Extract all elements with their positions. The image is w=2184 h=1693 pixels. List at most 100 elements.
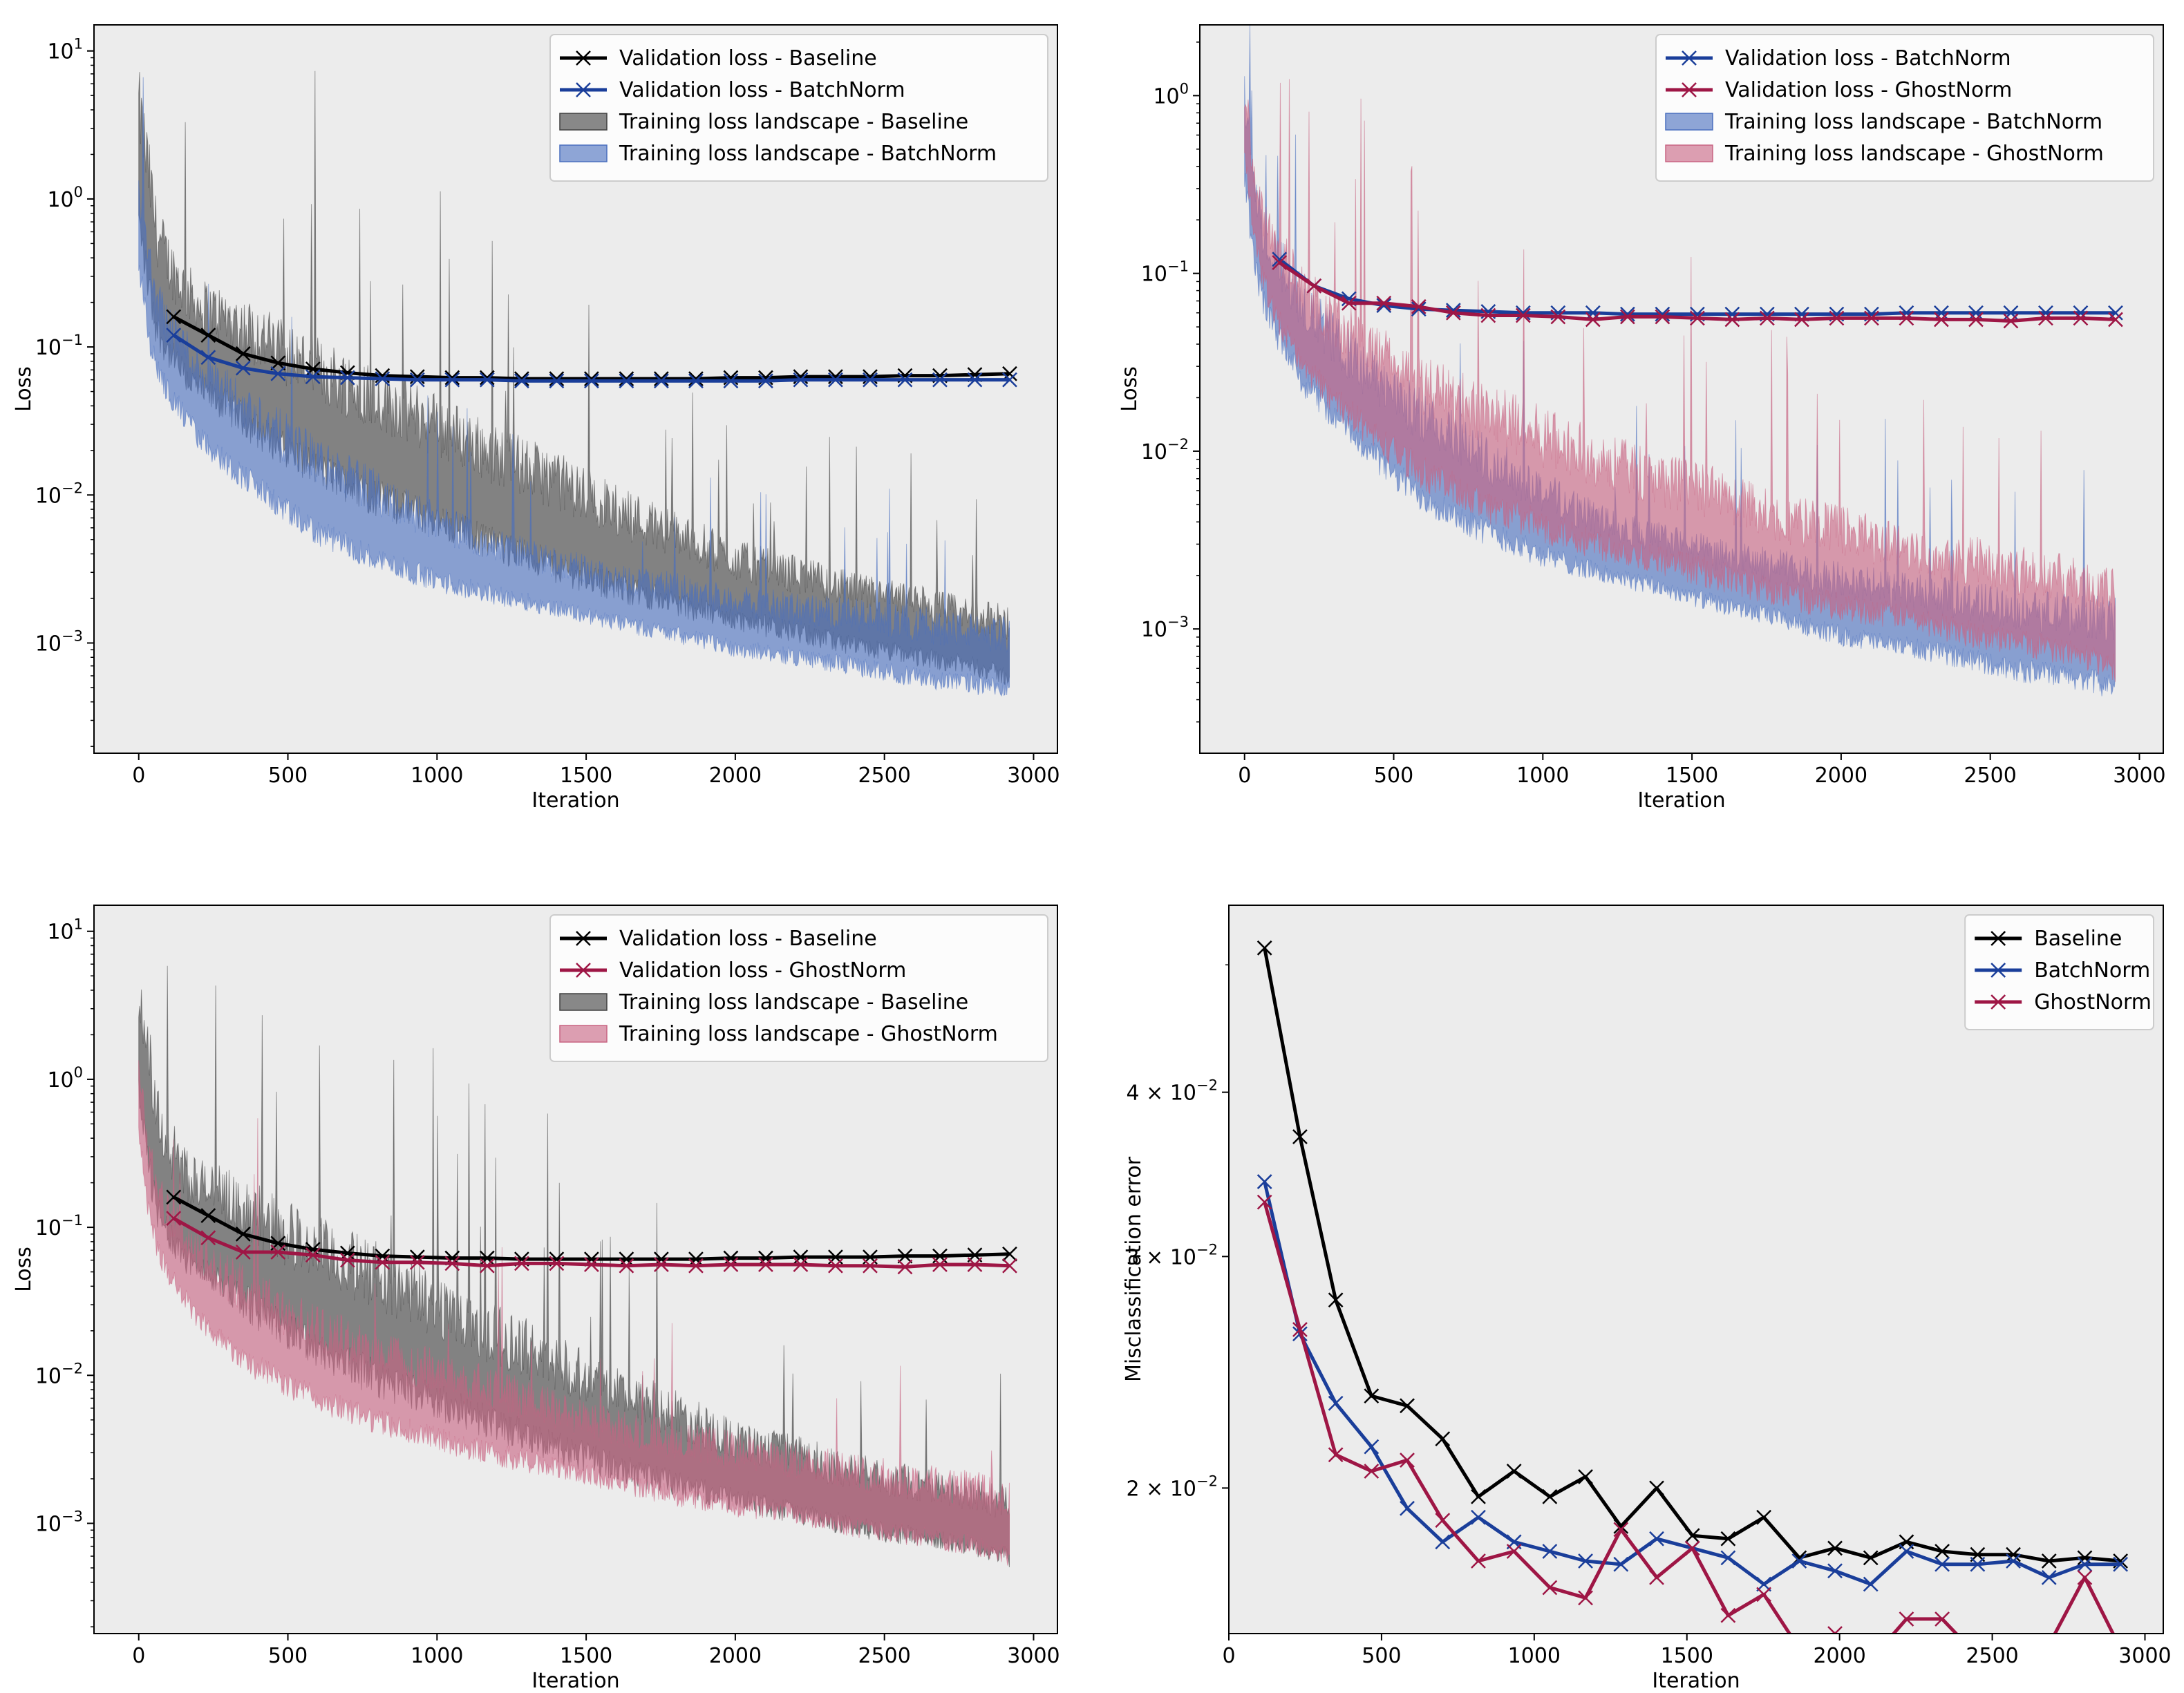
- marker-validation-loss-baseline-1: [200, 328, 216, 343]
- x-tick-label: 3000: [1007, 764, 1060, 788]
- x-axis-label: Iteration: [1637, 788, 1725, 813]
- marker-validation-loss-baseline-9: [479, 370, 495, 386]
- marker-validation-loss-baseline-17: [758, 1250, 773, 1266]
- marker-ghostnorm-14: [1756, 1587, 1771, 1602]
- marker-validation-loss-ghostnorm-10: [1619, 309, 1635, 325]
- legend-swatch-training-loss-landscape-ghostnorm: [559, 1025, 608, 1043]
- marker-batchnorm-17: [1863, 1576, 1879, 1592]
- chart-top-left: 0 500 1000 1500 2000 2500 3000 10−3 10−2 10−1 100 1…: [12, 24, 1060, 813]
- marker-validation-loss-baseline-2: [235, 1227, 251, 1242]
- marker-ghostnorm-9: [1578, 1590, 1593, 1606]
- marker-validation-loss-ghostnorm-22: [2038, 310, 2053, 326]
- marker-baseline-19: [1934, 1544, 1950, 1559]
- plot-layer: [138, 70, 1017, 697]
- marker-ghostnorm-3: [1364, 1464, 1380, 1479]
- marker-validation-loss-ghostnorm-8: [444, 1256, 460, 1271]
- marker-ghostnorm-12: [1684, 1540, 1700, 1556]
- marker-ghostnorm-10: [1613, 1522, 1629, 1538]
- legend-label: Validation loss - Baseline: [619, 927, 877, 951]
- marker-validation-loss-batchnorm-13: [619, 373, 634, 389]
- legend-marker-validation-loss-batchnorm: [1682, 50, 1697, 66]
- y-tick-label: 100: [47, 1064, 83, 1093]
- legend-box: [549, 914, 1048, 1062]
- legend-box: [1655, 34, 2154, 182]
- marker-validation-loss-ghostnorm-15: [1794, 312, 1809, 328]
- marker-validation-loss-batchnorm-10: [514, 373, 529, 389]
- marker-validation-loss-batchnorm-22: [932, 372, 948, 388]
- marker-batchnorm-4: [1400, 1500, 1415, 1516]
- legend-label: Validation loss - Baseline: [619, 46, 877, 70]
- marker-batchnorm-23: [2077, 1556, 2093, 1572]
- marker-validation-loss-baseline-5: [339, 1245, 355, 1261]
- x-tick-label: 1500: [560, 764, 612, 788]
- chart-bottom-left: 0 500 1000 1500 2000 2500 3000 10−3 10−2 10−1 100 1…: [12, 905, 1060, 1693]
- marker-ghostnorm-5: [1435, 1513, 1451, 1529]
- x-tick-label: 2500: [1964, 764, 2017, 788]
- legend-label: Validation loss - BatchNorm: [1725, 46, 2011, 70]
- marker-baseline-4: [1400, 1398, 1415, 1414]
- x-tick-label: 1000: [1508, 1644, 1561, 1668]
- y-tick-label: 10−1: [1141, 258, 1189, 287]
- marker-validation-loss-baseline-1: [200, 1208, 216, 1224]
- marker-validation-loss-batchnorm-20: [1968, 305, 1984, 321]
- marker-validation-loss-batchnorm-18: [793, 372, 809, 388]
- marker-ghostnorm-22: [2042, 1638, 2056, 1652]
- y-axis-label: Loss: [1118, 366, 1142, 412]
- marker-validation-loss-baseline-11: [549, 371, 565, 386]
- marker-validation-loss-baseline-18: [793, 1249, 809, 1265]
- marker-validation-loss-batchnorm-8: [444, 372, 460, 388]
- legend-box: [549, 34, 1048, 182]
- marker-batchnorm-15: [1791, 1553, 1807, 1569]
- y-tick-label: 10−3: [1141, 614, 1189, 642]
- legend-swatch-training-loss-landscape-baseline: [559, 993, 608, 1011]
- axes-frame: [93, 905, 1058, 1634]
- marker-baseline-12: [1684, 1528, 1700, 1544]
- marker-validation-loss-batchnorm-24: [2108, 305, 2123, 321]
- band-training-loss-landscape-ghostnorm: [138, 1060, 1010, 1566]
- marker-validation-loss-batchnorm-23: [967, 372, 983, 388]
- marker-validation-loss-ghostnorm-23: [2073, 310, 2089, 326]
- legend-marker-baseline: [1990, 931, 2006, 946]
- marker-validation-loss-ghostnorm-9: [1585, 312, 1601, 328]
- x-axis-label: Iteration: [531, 1669, 619, 1693]
- marker-ghostnorm-23: [2077, 1569, 2093, 1585]
- y-tick-label: 100: [1153, 80, 1189, 108]
- marker-batchnorm-0: [1256, 1174, 1272, 1189]
- marker-validation-loss-ghostnorm-14: [1759, 310, 1775, 326]
- marker-validation-loss-ghostnorm-13: [1724, 312, 1740, 328]
- y-tick-label: 3 × 10−2: [1127, 1241, 1218, 1269]
- marker-validation-loss-batchnorm-21: [897, 372, 913, 388]
- marker-validation-loss-ghostnorm-17: [1864, 310, 1879, 326]
- legend-marker-batchnorm: [1990, 963, 2006, 978]
- marker-validation-loss-ghostnorm-3: [270, 1245, 286, 1260]
- marker-validation-loss-ghostnorm-7: [1515, 308, 1531, 323]
- marker-validation-loss-ghostnorm-18: [793, 1257, 809, 1272]
- marker-validation-loss-baseline-9: [479, 1250, 495, 1266]
- marker-baseline-22: [2041, 1553, 2057, 1569]
- marker-validation-loss-batchnorm-17: [758, 373, 773, 389]
- marker-validation-loss-ghostnorm-24: [2108, 312, 2123, 328]
- x-tick-label: 1500: [1666, 764, 1718, 788]
- legend-marker-validation-loss-ghostnorm: [1682, 82, 1697, 97]
- marker-validation-loss-ghostnorm-5: [1445, 305, 1461, 321]
- y-tick-label: 10−2: [35, 1360, 83, 1388]
- legend-label: Validation loss - GhostNorm: [619, 958, 906, 983]
- y-tick-label: 10−3: [35, 627, 83, 656]
- marker-validation-loss-baseline-0: [166, 1189, 182, 1205]
- marker-validation-loss-ghostnorm-12: [1689, 310, 1705, 326]
- band-training-loss-landscape-batchnorm: [138, 77, 1010, 697]
- x-tick-label: 2500: [858, 764, 911, 788]
- plot-layer: [1256, 940, 2129, 1652]
- x-tick-label: 1500: [560, 1644, 612, 1668]
- x-tick-label: 2000: [709, 1644, 762, 1668]
- x-tick-label: 2500: [1966, 1644, 2018, 1668]
- marker-batchnorm-13: [1720, 1550, 1736, 1566]
- marker-validation-loss-baseline-3: [270, 355, 286, 371]
- marker-validation-loss-ghostnorm-5: [339, 1252, 355, 1268]
- axes-frame: [93, 24, 1058, 754]
- marker-baseline-0: [1256, 940, 1272, 956]
- y-tick-label: 2 × 10−2: [1127, 1473, 1218, 1501]
- marker-batchnorm-2: [1328, 1395, 1344, 1411]
- x-tick-label: 1000: [1516, 764, 1569, 788]
- chart-bottom-right: 0 500 1000 1500 2000 2500 3000 2 × 10−2 3 × 10−2…: [1122, 905, 2172, 1693]
